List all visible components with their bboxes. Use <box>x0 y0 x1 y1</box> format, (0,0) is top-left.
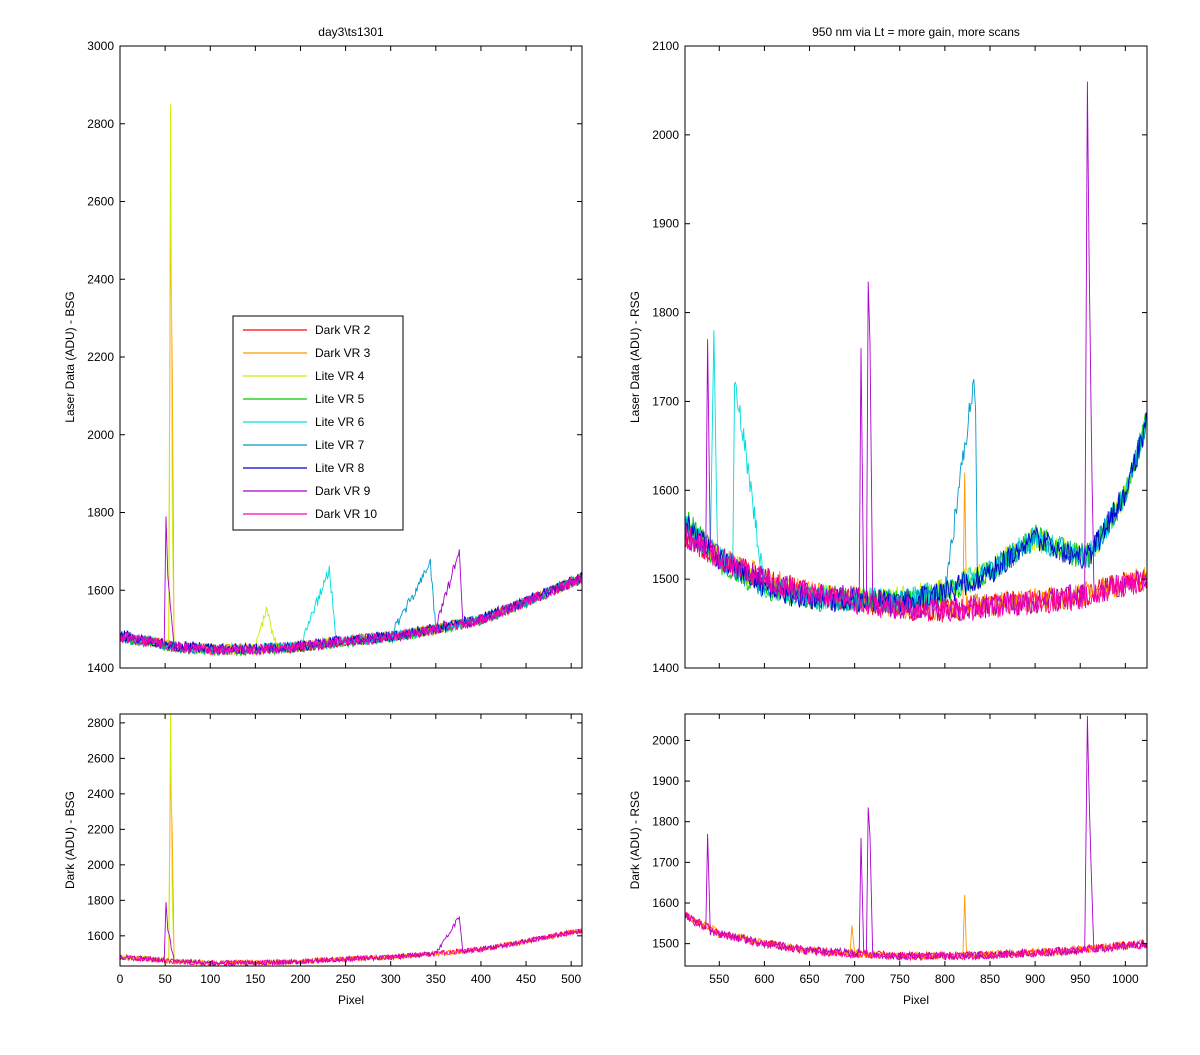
y-tick-label: 2000 <box>87 428 114 442</box>
y-tick-label: 1900 <box>652 774 679 788</box>
plot-frame <box>684 713 1148 967</box>
plot-area <box>684 713 1148 967</box>
legend: Dark VR 2 Dark VR 3 Lite VR 4 Lite VR 5 Lite… <box>232 315 404 531</box>
x-tick-label: 950 <box>1070 972 1090 986</box>
x-axis-label: Pixel <box>338 993 364 1007</box>
y-tick-label: 1800 <box>87 506 114 520</box>
x-tick-label: 900 <box>1025 972 1045 986</box>
x-tick-label: 200 <box>290 972 310 986</box>
legend-box <box>232 315 404 531</box>
plot-frame <box>684 45 1148 669</box>
chart-title: day3\ts1301 <box>318 25 384 39</box>
x-tick-label: 450 <box>516 972 536 986</box>
x-tick-label: 300 <box>381 972 401 986</box>
series-group <box>685 715 1147 962</box>
y-tick-label: 1700 <box>652 394 679 408</box>
y-tick-label: 2600 <box>87 751 114 765</box>
y-tick-label: 1900 <box>652 217 679 231</box>
series-group <box>120 714 582 966</box>
y-tick-label: 2800 <box>87 117 114 131</box>
x-tick-label: 700 <box>845 972 865 986</box>
x-tick-label: 250 <box>336 972 356 986</box>
x-tick-label: 150 <box>245 972 265 986</box>
chart-panel-4: 1500 1600 1700 1800 1900 2000 550 600 650 700 750 8… <box>628 713 1148 1007</box>
y-tick-label: 1800 <box>652 815 679 829</box>
y-axis-label: Laser Data (ADU) - BSG <box>63 291 77 422</box>
legend-label: Lite VR 5 <box>315 392 365 406</box>
chart-panel-3: 1600 1800 2000 2200 2400 2600 2800 0 50 100 150 200… <box>63 713 583 1007</box>
x-tick-label: 750 <box>890 972 910 986</box>
y-tick-label: 1500 <box>652 572 679 586</box>
legend-label: Dark VR 2 <box>315 323 371 337</box>
y-tick-label: 1600 <box>87 583 114 597</box>
series-line-dark-vr-10 <box>120 574 582 656</box>
x-axis-label: Pixel <box>903 993 929 1007</box>
y-tick-label: 1400 <box>87 661 114 675</box>
legend-label: Dark VR 9 <box>315 484 371 498</box>
y-tick-label: 2400 <box>87 787 114 801</box>
y-tick-label: 2000 <box>652 128 679 142</box>
plot-area <box>119 713 583 967</box>
chart-panel-2: 1400 1500 1600 1700 1800 1900 2000 2100 950 nm v… <box>628 25 1148 675</box>
x-tick-label: 0 <box>117 972 124 986</box>
x-tick-label: 600 <box>754 972 774 986</box>
series-line-dark-vr-10 <box>685 912 1147 962</box>
y-tick-label: 1600 <box>652 483 679 497</box>
y-tick-label: 1800 <box>652 306 679 320</box>
legend-label: Lite VR 8 <box>315 461 365 475</box>
series-line-lite-vr-6 <box>685 330 1147 614</box>
x-tick-label: 850 <box>980 972 1000 986</box>
y-tick-label: 1400 <box>652 661 679 675</box>
x-tick-label: 100 <box>200 972 220 986</box>
y-tick-label: 3000 <box>87 39 114 53</box>
x-tick-label: 800 <box>935 972 955 986</box>
legend-label: Dark VR 10 <box>315 507 377 521</box>
y-tick-label: 1700 <box>652 855 679 869</box>
x-tick-label: 650 <box>800 972 820 986</box>
y-tick-label: 2800 <box>87 716 114 730</box>
x-tick-label: 550 <box>709 972 729 986</box>
y-tick-label: 1800 <box>87 893 114 907</box>
chart-title: 950 nm via Lt = more gain, more scans <box>812 25 1020 39</box>
y-tick-label: 2600 <box>87 195 114 209</box>
x-tick-label: 350 <box>426 972 446 986</box>
y-tick-label: 2000 <box>87 858 114 872</box>
series-group <box>120 104 582 657</box>
legend-label: Dark VR 3 <box>315 346 371 360</box>
x-tick-label: 400 <box>471 972 491 986</box>
x-tick-label: 500 <box>561 972 581 986</box>
y-tick-label: 2200 <box>87 350 114 364</box>
y-tick-label: 2400 <box>87 272 114 286</box>
x-tick-label: 50 <box>158 972 172 986</box>
series-line-dark-vr-10 <box>120 928 582 966</box>
series-line-dark-vr-10 <box>685 526 1147 623</box>
chart-panel-1: 1400 1600 1800 2000 2200 2400 2600 2800 3000 day3… <box>63 25 583 675</box>
y-tick-label: 2100 <box>652 39 679 53</box>
y-axis-label: Laser Data (ADU) - RSG <box>628 291 642 423</box>
plot-frame <box>119 713 583 967</box>
y-axis-label: Dark (ADU) - RSG <box>628 791 642 890</box>
y-axis-label: Dark (ADU) - BSG <box>63 791 77 889</box>
y-tick-label: 2000 <box>652 733 679 747</box>
legend-label: Lite VR 4 <box>315 369 365 383</box>
x-tick-label: 1000 <box>1112 972 1139 986</box>
y-tick-label: 1600 <box>87 929 114 943</box>
legend-label: Lite VR 6 <box>315 415 365 429</box>
legend-label: Lite VR 7 <box>315 438 365 452</box>
y-tick-label: 1500 <box>652 937 679 951</box>
y-tick-label: 1600 <box>652 896 679 910</box>
series-group <box>685 81 1147 623</box>
y-tick-label: 2200 <box>87 822 114 836</box>
